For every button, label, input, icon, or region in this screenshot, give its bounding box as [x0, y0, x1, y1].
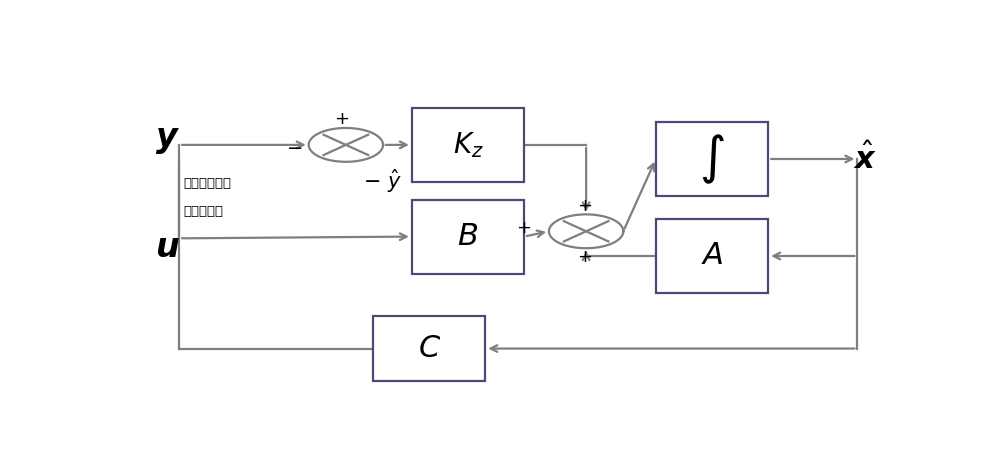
- FancyBboxPatch shape: [656, 219, 768, 293]
- Text: $K_z$: $K_z$: [453, 130, 483, 160]
- Text: $B$: $B$: [457, 221, 478, 252]
- Text: $\boldsymbol{u}$: $\boldsymbol{u}$: [155, 231, 180, 264]
- Text: $C$: $C$: [418, 333, 441, 364]
- Text: $\hat{\boldsymbol{x}}$: $\hat{\boldsymbol{x}}$: [853, 143, 877, 175]
- Text: $-\ \hat{y}$: $-\ \hat{y}$: [363, 168, 402, 195]
- Text: −: −: [287, 139, 303, 158]
- Text: +: +: [577, 248, 592, 266]
- Text: $A$: $A$: [701, 240, 723, 272]
- Text: +: +: [517, 219, 532, 237]
- Text: +: +: [577, 196, 592, 214]
- FancyBboxPatch shape: [373, 316, 485, 381]
- Text: $\boldsymbol{y}$: $\boldsymbol{y}$: [155, 123, 180, 156]
- Text: +: +: [334, 110, 350, 128]
- Text: 加速度数据: 加速度数据: [183, 205, 223, 218]
- Text: 传感器高度和: 传感器高度和: [183, 177, 231, 190]
- FancyBboxPatch shape: [412, 108, 524, 182]
- Text: $\int$: $\int$: [699, 132, 725, 186]
- FancyBboxPatch shape: [656, 122, 768, 196]
- FancyBboxPatch shape: [412, 200, 524, 273]
